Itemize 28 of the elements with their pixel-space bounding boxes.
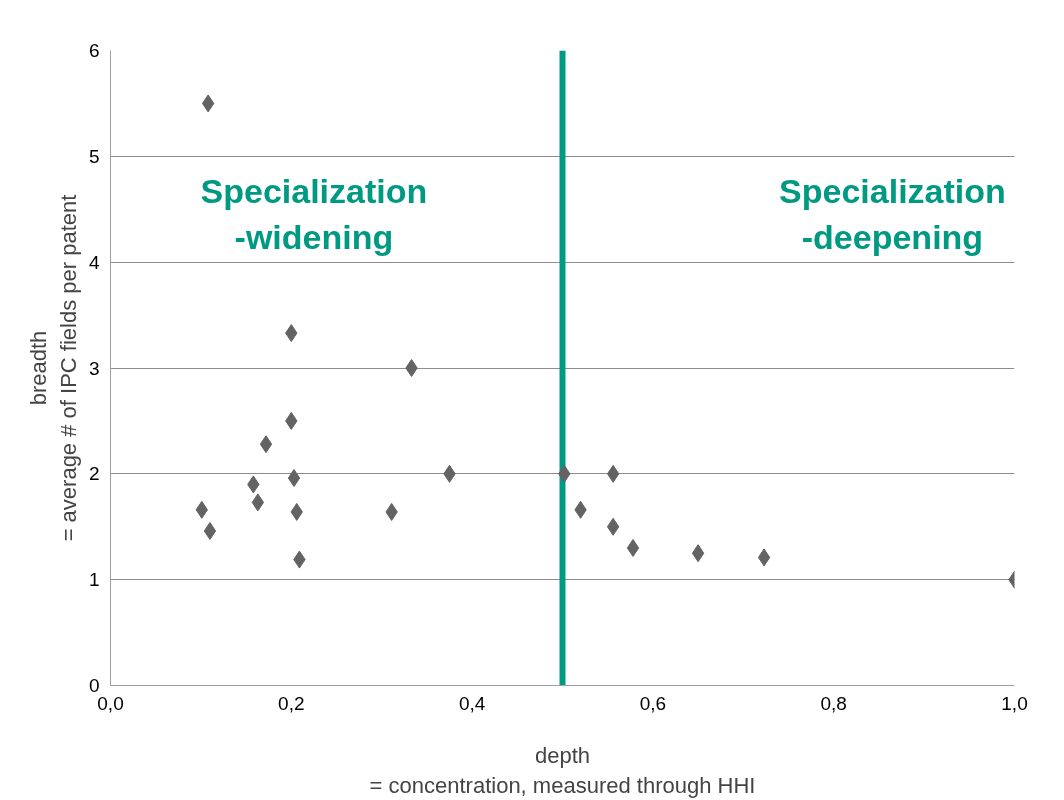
point — [203, 521, 217, 540]
x-tick-label: 0,6 — [639, 692, 667, 714]
x-tick-label: 0,0 — [97, 692, 124, 714]
point — [251, 493, 265, 512]
point — [287, 469, 301, 488]
y-tick-label: 0 — [88, 675, 100, 696]
x-tick-label: 0,2 — [278, 692, 305, 714]
x-tick-label: 0,4 — [458, 692, 486, 714]
x-axis-title: depth = concentration, measured through HHI — [369, 742, 756, 798]
annotation: Specialization -deepening — [779, 172, 1006, 256]
y-tick-label: 6 — [88, 40, 100, 61]
y-tick-label: 4 — [88, 251, 100, 273]
y-tick-label: 5 — [88, 145, 100, 167]
y-tick-label: 2 — [88, 463, 100, 485]
y-tick-label: 3 — [88, 357, 100, 379]
point — [626, 538, 640, 557]
point — [606, 464, 620, 483]
point — [757, 548, 771, 567]
point — [405, 359, 418, 377]
point — [259, 435, 273, 454]
point — [201, 94, 215, 113]
x-tick-label: 1,0 — [1001, 692, 1028, 714]
x-tick-label: 0,8 — [820, 692, 847, 714]
annotation: Specialization -widening — [200, 172, 428, 256]
y-axis-title: breadth = average # of IPC fields per patent — [25, 194, 81, 542]
y-tick-label: 1 — [88, 569, 100, 591]
point — [606, 517, 620, 536]
point — [691, 544, 705, 563]
